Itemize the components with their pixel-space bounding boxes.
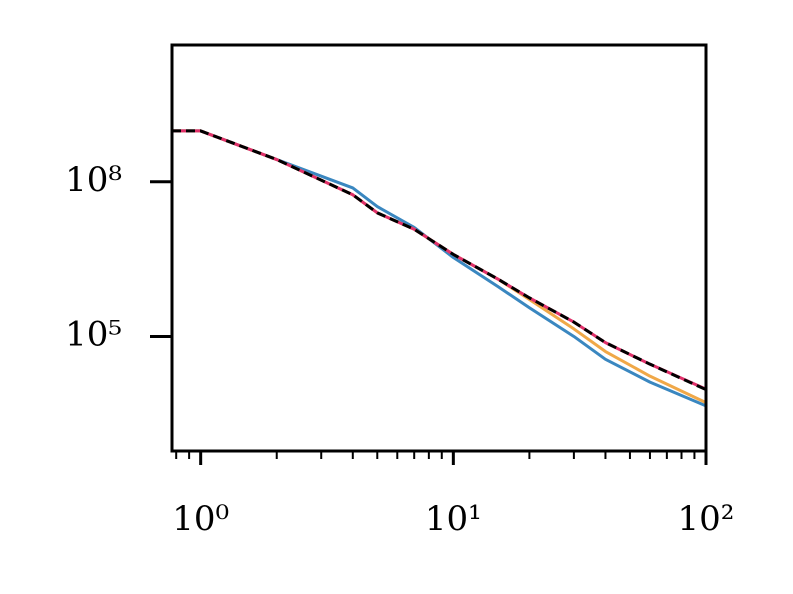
series-line bbox=[172, 129, 707, 391]
series-line bbox=[172, 129, 707, 391]
series-line bbox=[172, 129, 707, 405]
x-tick-label: 10¹ bbox=[425, 499, 482, 539]
series-line bbox=[172, 129, 707, 408]
y-tick-label: 10⁸ bbox=[65, 160, 122, 200]
plot-frame bbox=[170, 43, 708, 453]
y-tick-label: 10⁵ bbox=[65, 314, 122, 354]
x-tick-label: 10² bbox=[678, 499, 735, 539]
x-tick-label: 10⁰ bbox=[172, 499, 229, 539]
